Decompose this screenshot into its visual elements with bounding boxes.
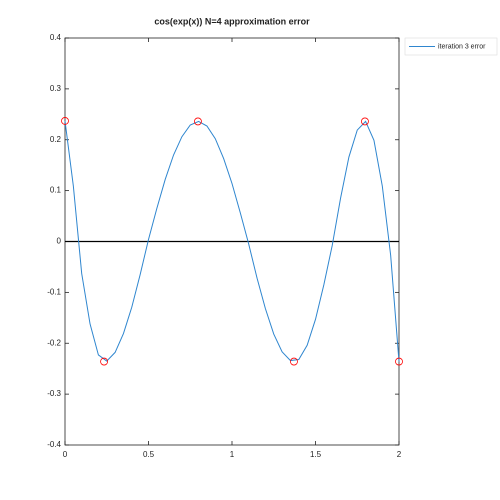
y-tick-label: -0.3 xyxy=(47,389,61,398)
x-tick-label: 0 xyxy=(63,450,68,459)
x-tick-label: 0.5 xyxy=(143,450,155,459)
y-tick-label: -0.2 xyxy=(47,338,61,347)
extremum-marker xyxy=(290,357,298,366)
extremum-marker xyxy=(100,357,108,366)
chart-title: cos(exp(x)) N=4 approximation error xyxy=(154,16,310,26)
y-tick-label: 0.4 xyxy=(50,33,62,42)
extremum-marker xyxy=(395,357,403,366)
extremum-marker xyxy=(194,117,202,126)
y-tick-label: 0.3 xyxy=(50,84,62,93)
extremum-marker xyxy=(61,117,69,125)
legend-label: iteration 3 error xyxy=(438,43,486,50)
y-tick-label: 0.1 xyxy=(50,186,62,195)
y-tick-label: -0.4 xyxy=(47,440,61,449)
y-tick-label: -0.1 xyxy=(47,287,61,296)
extremum-marker xyxy=(361,117,369,126)
legend-box xyxy=(404,37,498,56)
x-tick-label: 2 xyxy=(397,450,402,459)
y-tick-label: 0.2 xyxy=(50,135,62,144)
x-tick-label: 1 xyxy=(230,450,235,459)
x-tick-label: 1.5 xyxy=(310,450,322,459)
line-series xyxy=(64,120,400,362)
y-tick-label: 0 xyxy=(57,237,62,246)
